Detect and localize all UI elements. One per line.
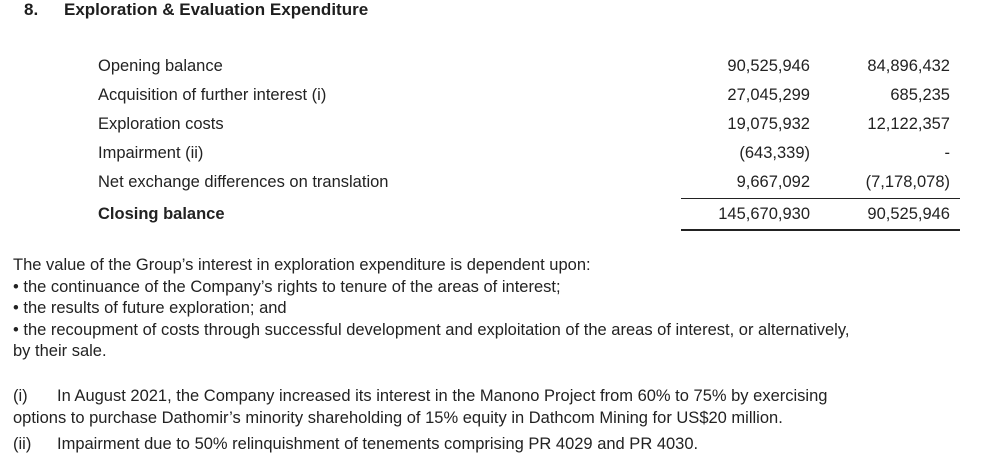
total-rule [681, 229, 960, 231]
row-value-col1: 27,045,299 [727, 86, 810, 104]
row-label: Acquisition of further interest (i) [98, 86, 327, 104]
row-value-col2: 685,235 [890, 86, 950, 104]
section-number: 8. [24, 0, 39, 19]
table-row-opening-balance: Opening balance 90,525,946 84,896,432 [98, 54, 962, 78]
row-value-col2: 12,122,357 [867, 115, 950, 133]
bullet-item: • the continuance of the Company’s right… [13, 277, 561, 296]
row-label: Opening balance [98, 57, 223, 75]
row-label: Impairment (ii) [98, 144, 204, 162]
row-value-col1: 9,667,092 [736, 173, 810, 191]
note-marker: (ii) [13, 435, 32, 453]
table-row-exploration-costs: Exploration costs 19,075,932 12,122,357 [98, 112, 962, 136]
section-heading: 8. Exploration & Evaluation Expenditure [24, 0, 368, 20]
row-value-col1: (643,339) [739, 144, 810, 162]
note-ii: (ii) Impairment due to 50% relinquishment… [13, 434, 968, 456]
subtotal-rule [681, 198, 960, 199]
row-value-col2: 90,525,946 [867, 205, 950, 223]
row-label: Closing balance [98, 205, 225, 223]
table-row-acquisition: Acquisition of further interest (i) 27,0… [98, 83, 962, 107]
table-row-exchange-differences: Net exchange differences on translation … [98, 170, 962, 194]
note-text: In August 2021, the Company increased it… [57, 387, 828, 405]
section-title: Exploration & Evaluation Expenditure [64, 0, 369, 19]
row-label: Net exchange differences on translation [98, 173, 389, 191]
note-text: Impairment due to 50% relinquishment of … [57, 435, 699, 453]
row-value-col2: (7,178,078) [865, 173, 950, 191]
note-text-continuation: options to purchase Dathomir’s minority … [13, 408, 783, 427]
note-marker: (i) [13, 387, 28, 405]
paragraph-intro: The value of the Group’s interest in exp… [13, 256, 591, 274]
table-row-impairment: Impairment (ii) (643,339) - [98, 141, 962, 165]
bullet-item-continuation: by their sale. [13, 342, 107, 360]
row-label: Exploration costs [98, 115, 224, 133]
note-i: (i) In August 2021, the Company increased… [13, 386, 968, 429]
row-value-col2: - [944, 144, 951, 162]
row-value-col1: 19,075,932 [727, 115, 810, 133]
row-value-col2: 84,896,432 [867, 57, 950, 75]
table-row-closing-balance: Closing balance 145,670,930 90,525,946 [98, 202, 962, 226]
row-value-col1: 145,670,930 [718, 205, 810, 223]
bullet-item: • the results of future exploration; and [13, 299, 287, 317]
bullet-item: • the recoupment of costs through succes… [13, 320, 850, 339]
row-value-col1: 90,525,946 [727, 57, 810, 75]
dependency-paragraph: The value of the Group’s interest in exp… [13, 255, 968, 363]
